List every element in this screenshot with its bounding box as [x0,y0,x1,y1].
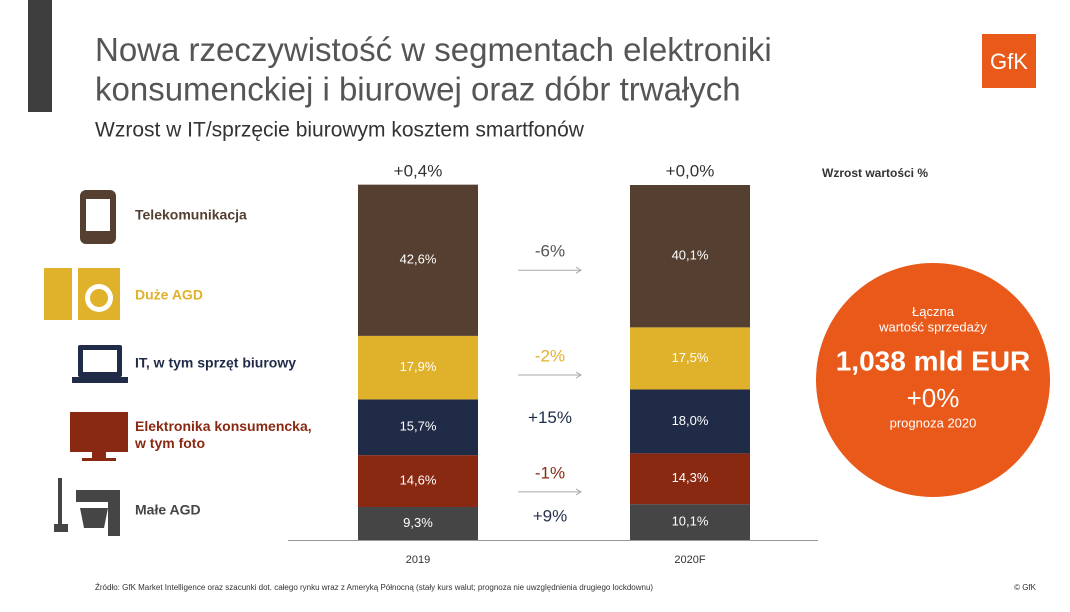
title: Nowa rzeczywistość w segmentach elektron… [95,31,772,108]
icons [44,190,128,536]
legend-label: Małe AGD [135,502,201,518]
phone-screen [86,199,110,231]
bar-segment [630,504,750,540]
change-label: -6% [535,242,565,261]
bar-segment [630,453,750,505]
legend-label: Elektronika konsumencka, w tym foto [134,418,312,451]
change-label: -2% [535,347,565,366]
laptop-screen [83,350,117,372]
bar-segment [358,506,478,540]
washer-drum [90,289,108,307]
value-label: 14,6% [400,473,437,488]
change-arrowhead [575,371,582,379]
mixer-bowl [80,508,108,528]
value-label: 17,9% [400,359,437,374]
category-label: 2020F [674,554,705,566]
bar-segment [358,184,478,336]
bar-segment [630,185,750,328]
vacuum-head [54,524,68,532]
vacuum-icon [58,478,62,530]
legend-label: IT, w tym sprzęt biurowy [135,355,296,371]
value-label: 42,6% [400,252,437,267]
bar-segment [630,389,750,454]
value-label: 40,1% [672,248,709,263]
mixer-stand [108,490,120,536]
value-label: 17,5% [672,350,709,365]
change-header: Wzrost wartości % [822,166,928,180]
callout-label: Łączna wartość sprzedaży [878,304,987,335]
logo: GfK [990,49,1028,74]
logo-box [982,34,1036,88]
legend-label: Telekomunikacja [135,207,247,223]
total-label: +0,4% [394,161,443,180]
source: Źródło: GfK Market Intelligence oraz sza… [95,583,653,592]
value-label: 15,7% [400,419,437,434]
value-label: 14,3% [672,470,709,485]
laptop-base [72,377,128,383]
bar-segment [358,455,478,507]
tv-icon [70,412,128,452]
change-arrowhead [575,488,582,496]
tv-stand [92,452,106,458]
callout-circle [816,263,1050,497]
change-label: -1% [535,463,565,482]
callout-change: +0% [907,383,960,413]
fridge-icon [44,268,72,320]
callout-total: 1,038 mld EUR [836,345,1031,376]
subtitle: Wzrost w IT/sprzęcie biurowym kosztem sm… [95,119,585,142]
bar-segment [358,335,478,400]
bar-segment [358,399,478,456]
tv-foot [82,458,116,461]
value-label: 9,3% [403,515,433,530]
value-label: 18,0% [672,413,709,428]
change-label: +15% [528,408,572,427]
callout-note: prognoza 2020 [890,415,977,430]
legend-label: Duże AGD [135,287,203,303]
total-label: +0,0% [666,161,715,180]
change-label: +9% [533,506,568,525]
accent-bar [28,0,52,112]
category-label: 2019 [406,554,430,566]
value-label: 10,1% [672,514,709,529]
copyright: © GfK [1014,583,1037,592]
bar-segment [630,327,750,390]
change-arrowhead [575,266,582,274]
